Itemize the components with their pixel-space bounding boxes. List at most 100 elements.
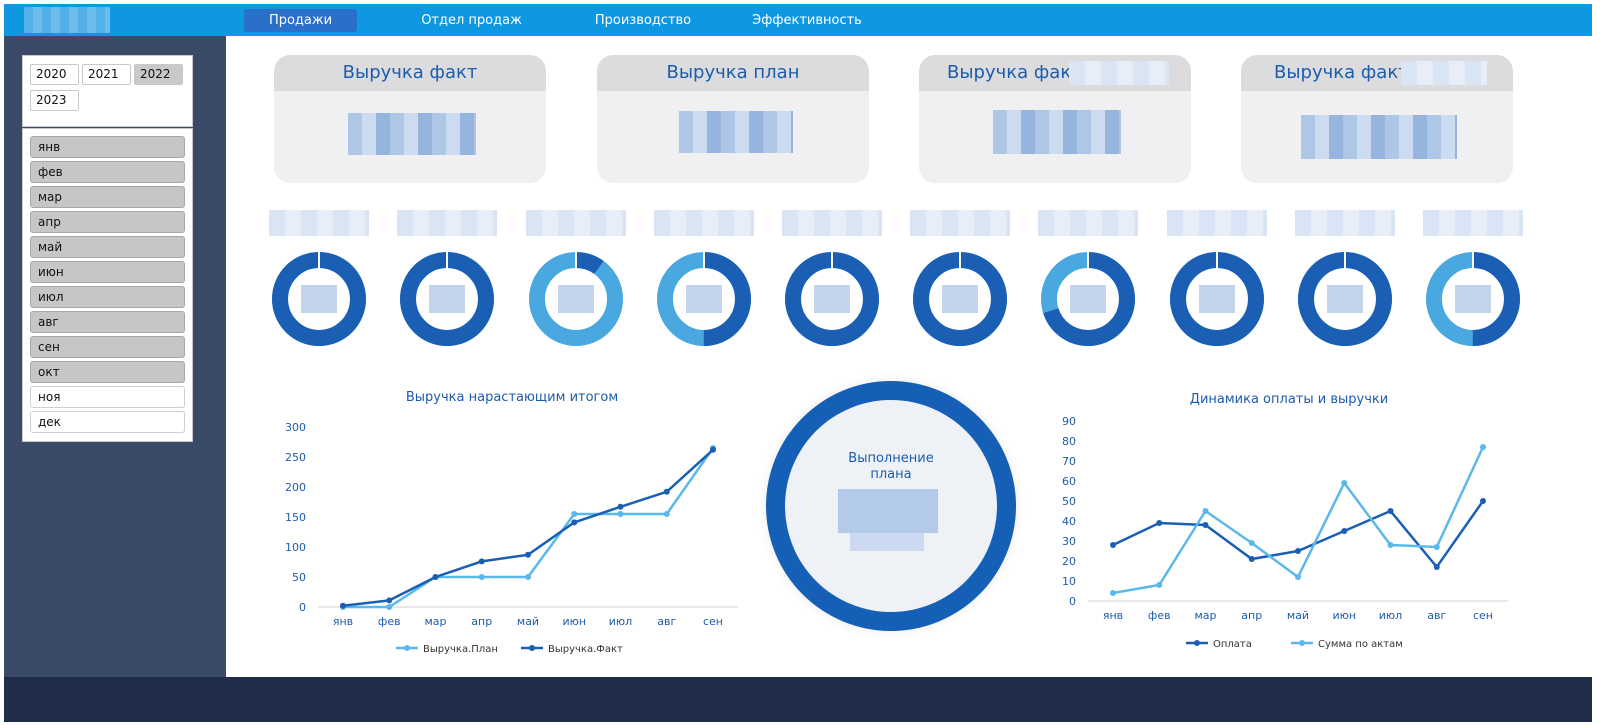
x-tick-label: фев bbox=[1148, 609, 1171, 622]
data-point bbox=[1341, 480, 1348, 486]
month-button-jan[interactable]: янв bbox=[30, 136, 185, 158]
kpi-card-revenue-fact-3[interactable]: Выручка факт bbox=[1241, 55, 1513, 183]
bottom-bar bbox=[4, 677, 1592, 722]
data-point bbox=[525, 551, 531, 558]
kpi-card-revenue-fact-2[interactable]: Выручка факт bbox=[919, 55, 1191, 183]
dashboard-canvas: Выручка факт Выручка план Выручка факт В… bbox=[226, 36, 1556, 677]
month-button-apr[interactable]: апр bbox=[30, 211, 185, 233]
data-point bbox=[1156, 520, 1163, 526]
kpi-value-redacted bbox=[993, 110, 1121, 154]
nav-tab-sales-department[interactable]: Отдел продаж bbox=[421, 13, 522, 28]
month-button-aug[interactable]: авг bbox=[30, 311, 185, 333]
year-button-2022[interactable]: 2022 bbox=[134, 64, 183, 85]
donut-label-redacted bbox=[1423, 210, 1523, 236]
x-tick-label: май bbox=[517, 615, 539, 628]
donut-chart bbox=[1170, 251, 1264, 346]
gauge-title-line1: Выполнение bbox=[848, 451, 933, 466]
data-point bbox=[663, 511, 670, 517]
donut-chart bbox=[657, 251, 751, 346]
data-point bbox=[571, 519, 578, 526]
x-tick-label: мар bbox=[1194, 609, 1216, 622]
data-point bbox=[386, 604, 393, 610]
gauge-title-line2: плана bbox=[870, 467, 911, 482]
y-tick-label: 100 bbox=[285, 541, 306, 554]
chart-title: Динамика оплаты и выручки bbox=[1190, 392, 1388, 407]
donut-chart bbox=[785, 251, 879, 346]
legend-label: Сумма по актам bbox=[1318, 639, 1403, 650]
data-point bbox=[525, 574, 531, 580]
series-line bbox=[343, 447, 715, 609]
donut-chart bbox=[1298, 251, 1392, 346]
year-button-2023[interactable]: 2023 bbox=[30, 90, 79, 111]
month-button-jun[interactable]: июн bbox=[30, 261, 185, 283]
x-tick-label: май bbox=[1287, 609, 1309, 622]
month-button-may[interactable]: май bbox=[30, 236, 185, 258]
chart-title: Выручка нарастающим итогом bbox=[406, 390, 618, 405]
data-point bbox=[571, 511, 578, 517]
x-tick-label: фев bbox=[378, 615, 401, 628]
y-tick-label: 30 bbox=[1062, 535, 1076, 548]
legend-marker bbox=[404, 645, 410, 651]
donut-label-redacted bbox=[1167, 210, 1267, 236]
month-button-sep[interactable]: сен bbox=[30, 336, 185, 358]
month-button-mar[interactable]: мар bbox=[30, 186, 185, 208]
y-tick-label: 20 bbox=[1062, 555, 1076, 568]
y-tick-label: 200 bbox=[285, 481, 306, 494]
data-point bbox=[1387, 542, 1394, 548]
donut-value-redacted bbox=[1199, 285, 1235, 313]
month-button-dec[interactable]: дек bbox=[30, 411, 185, 433]
x-tick-label: сен bbox=[1473, 609, 1493, 622]
data-point bbox=[710, 446, 716, 453]
year-button-2021[interactable]: 2021 bbox=[82, 64, 131, 85]
data-point bbox=[1248, 540, 1255, 546]
data-point bbox=[1156, 582, 1163, 588]
kpi-card-revenue-fact[interactable]: Выручка факт bbox=[274, 55, 546, 183]
donut-value-redacted bbox=[1327, 285, 1363, 313]
year-slicer: 2020 2021 2022 2023 bbox=[22, 55, 193, 127]
data-point bbox=[1202, 508, 1209, 514]
kpi-value-redacted bbox=[348, 113, 476, 155]
legend-label: Выручка.План bbox=[423, 644, 498, 655]
donut-value-redacted bbox=[1070, 285, 1106, 313]
kpi-card-title: Выручка факт bbox=[274, 55, 546, 91]
data-point bbox=[1110, 542, 1116, 548]
data-point bbox=[1202, 522, 1209, 528]
donut-chart bbox=[913, 251, 1007, 346]
x-tick-label: апр bbox=[1241, 609, 1262, 622]
nav-tab-sales[interactable]: Продажи bbox=[244, 9, 357, 32]
x-tick-label: июл bbox=[609, 615, 632, 628]
nav-tab-production[interactable]: Производство bbox=[594, 13, 692, 28]
y-tick-label: 10 bbox=[1062, 575, 1076, 588]
month-button-oct[interactable]: окт bbox=[30, 361, 185, 383]
data-point bbox=[1248, 556, 1255, 562]
data-point bbox=[617, 503, 624, 510]
donut-chart bbox=[400, 251, 494, 346]
filter-sidebar: 2020 2021 2022 2023 янв фев мар апр май … bbox=[4, 36, 226, 677]
donut-chart bbox=[529, 251, 623, 346]
data-point bbox=[340, 602, 346, 609]
kpi-card-title: Выручка план bbox=[597, 55, 869, 91]
x-tick-label: июн bbox=[1332, 609, 1356, 622]
x-tick-label: авг bbox=[657, 615, 676, 628]
y-tick-label: 50 bbox=[292, 571, 306, 584]
nav-tab-efficiency[interactable]: Эффективность bbox=[752, 13, 862, 28]
data-point bbox=[1433, 564, 1440, 570]
app-window: Продажи Отдел продаж Производство Эффект… bbox=[4, 4, 1592, 722]
donut-label-redacted bbox=[526, 210, 626, 236]
legend-marker bbox=[529, 645, 535, 651]
x-tick-label: мар bbox=[424, 615, 446, 628]
data-point bbox=[1480, 444, 1486, 450]
donut-chart bbox=[272, 251, 366, 346]
month-button-feb[interactable]: фев bbox=[30, 161, 185, 183]
donut-label-redacted bbox=[782, 210, 882, 236]
y-tick-label: 40 bbox=[1062, 515, 1076, 528]
month-button-nov[interactable]: ноя bbox=[30, 386, 185, 408]
y-tick-label: 150 bbox=[285, 511, 306, 524]
kpi-card-revenue-plan[interactable]: Выручка план bbox=[597, 55, 869, 183]
data-point bbox=[478, 574, 485, 580]
cumulative-revenue-chart: Выручка нарастающим итогом 0 50 100 150 200 25… bbox=[285, 390, 738, 655]
donut-label-redacted bbox=[1295, 210, 1395, 236]
year-button-2020[interactable]: 2020 bbox=[30, 64, 79, 85]
data-point bbox=[1110, 590, 1116, 596]
month-button-jul[interactable]: июл bbox=[30, 286, 185, 308]
